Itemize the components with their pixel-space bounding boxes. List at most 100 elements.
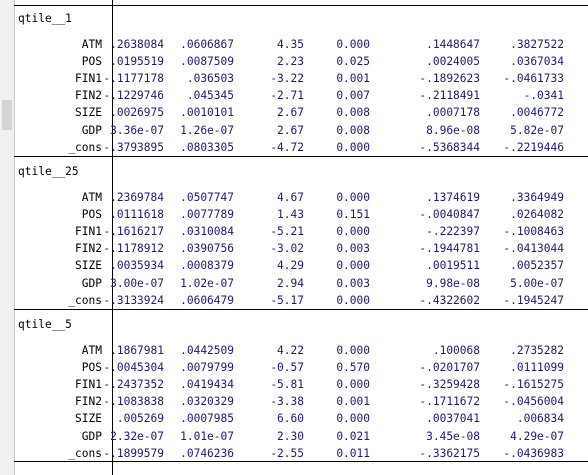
cell-se: .0010101 bbox=[180, 106, 234, 120]
section-separator-line bbox=[14, 309, 588, 310]
cell-se: .0442509 bbox=[180, 344, 234, 357]
table-row: FIN1 -.1616217 .0310084 -5.21 0.000 -.222397 -… bbox=[14, 225, 588, 242]
row-label: FIN2 bbox=[75, 242, 102, 256]
row-label: GDP bbox=[81, 429, 102, 443]
row-label: FIN1 bbox=[75, 72, 102, 86]
cell-coef: -.1899579 bbox=[103, 446, 164, 460]
cell-ci_low: -.3362175 bbox=[419, 446, 480, 460]
cell-coef: -.2437352 bbox=[103, 378, 164, 392]
cell-coef: -.1083838 bbox=[103, 395, 164, 409]
table-row: FIN2 -.1178912 .0390756 -3.02 0.003 -.1944781… bbox=[14, 242, 588, 259]
cell-ci_low: -.0040847 bbox=[419, 208, 480, 222]
cell-t: -0.57 bbox=[270, 361, 304, 375]
cell-t: 2.67 bbox=[277, 106, 304, 120]
row-label: SIZE bbox=[75, 106, 102, 120]
cell-p: 0.000 bbox=[336, 259, 370, 273]
cell-ci_low: 3.45e-08 bbox=[426, 429, 480, 443]
section-separator-line bbox=[14, 156, 588, 157]
cell-se: .0390756 bbox=[180, 242, 234, 256]
table-row: SIZE .0026975 .0010101 2.67 0.008 .0007178 .00… bbox=[14, 106, 588, 123]
cell-ci_high: 5.00e-07 bbox=[510, 276, 564, 290]
cell-coef: 3.36e-07 bbox=[110, 123, 164, 137]
cell-coef: .1867981 bbox=[110, 344, 164, 357]
cell-p: 0.008 bbox=[336, 106, 370, 120]
cell-p: 0.000 bbox=[336, 293, 370, 307]
cell-ci_low: 9.98e-08 bbox=[426, 276, 480, 290]
row-label: ATM bbox=[81, 38, 102, 51]
cell-ci_high: -.1615275 bbox=[503, 378, 564, 392]
cell-ci_low: 8.96e-08 bbox=[426, 123, 480, 137]
cell-ci_high: -.1008463 bbox=[503, 225, 564, 239]
cell-ci_high: -.0456004 bbox=[503, 395, 564, 409]
cell-coef: .2638084 bbox=[110, 38, 164, 51]
left-scroll-strip[interactable] bbox=[0, 0, 15, 475]
section-separator-line bbox=[14, 5, 588, 6]
cell-coef: -.1177178 bbox=[103, 72, 164, 86]
cell-t: -5.81 bbox=[270, 378, 304, 392]
row-label: FIN2 bbox=[75, 395, 102, 409]
cell-ci_low: .0024005 bbox=[426, 55, 480, 69]
cell-p: 0.001 bbox=[336, 395, 370, 409]
cell-t: 2.67 bbox=[277, 123, 304, 137]
cell-t: 6.60 bbox=[277, 412, 304, 426]
row-label: POS bbox=[81, 208, 102, 222]
cell-ci_high: -.1945247 bbox=[503, 293, 564, 307]
section-title: qtile__25 bbox=[18, 165, 79, 178]
cell-ci_low: .0037041 bbox=[426, 412, 480, 426]
cell-ci_low: -.1944781 bbox=[419, 242, 480, 256]
cell-t: -5.17 bbox=[270, 293, 304, 307]
cell-se: .0606867 bbox=[180, 38, 234, 51]
cell-t: 4.67 bbox=[277, 191, 304, 204]
cell-ci_high: .3364949 bbox=[510, 191, 564, 204]
cell-ci_low: .1448647 bbox=[426, 38, 480, 51]
cell-ci_low: -.3259428 bbox=[419, 378, 480, 392]
cell-ci_low: -.0201707 bbox=[419, 361, 480, 375]
row-label: POS bbox=[81, 55, 102, 69]
cell-se: 1.26e-07 bbox=[180, 123, 234, 137]
cell-coef: .005269 bbox=[116, 412, 164, 426]
row-label: _cons bbox=[68, 140, 102, 154]
row-label: _cons bbox=[68, 293, 102, 307]
cell-p: 0.000 bbox=[336, 225, 370, 239]
cell-p: 0.000 bbox=[336, 412, 370, 426]
cell-coef: 2.32e-07 bbox=[110, 429, 164, 443]
table-row: FIN1 -.2437352 .0419434 -5.81 0.000 -.3259428… bbox=[14, 378, 588, 395]
cell-coef: .0026975 bbox=[110, 106, 164, 120]
cell-p: 0.008 bbox=[336, 123, 370, 137]
row-label: SIZE bbox=[75, 259, 102, 273]
table-row: FIN2 -.1083838 .0320329 -3.38 0.001 -.1711672… bbox=[14, 395, 588, 412]
cell-coef: -.1178912 bbox=[103, 242, 164, 256]
table-row: POS .0111618 .0077789 1.43 0.151 -.0040847 .02… bbox=[14, 208, 588, 225]
cell-se: .0008379 bbox=[180, 259, 234, 273]
cell-ci_high: .006834 bbox=[516, 412, 564, 426]
row-label: _cons bbox=[68, 446, 102, 460]
table-row: ATM .2369784 .0507747 4.67 0.000 .1374619 .336… bbox=[14, 191, 588, 208]
cell-p: 0.001 bbox=[336, 72, 370, 86]
cell-ci_high: 4.29e-07 bbox=[510, 429, 564, 443]
cell-se: .0803305 bbox=[180, 140, 234, 154]
table-row: GDP 3.36e-07 1.26e-07 2.67 0.008 8.96e-08 5.82… bbox=[14, 124, 588, 141]
cell-t: 2.23 bbox=[277, 55, 304, 69]
cell-coef: -.1616217 bbox=[103, 225, 164, 239]
cell-se: .0007985 bbox=[180, 412, 234, 426]
cell-se: .0606479 bbox=[180, 293, 234, 307]
cell-ci_low: .1374619 bbox=[426, 191, 480, 204]
row-label: ATM bbox=[81, 344, 102, 357]
row-label: SIZE bbox=[75, 412, 102, 426]
cell-t: 4.35 bbox=[277, 38, 304, 51]
cell-ci_high: .3827522 bbox=[510, 38, 564, 51]
scroll-thumb[interactable] bbox=[2, 100, 12, 130]
cell-ci_high: .0046772 bbox=[510, 106, 564, 120]
cell-coef: .2369784 bbox=[110, 191, 164, 204]
cell-p: 0.000 bbox=[336, 191, 370, 204]
cell-se: .045345 bbox=[186, 89, 234, 103]
cell-ci_low: .100068 bbox=[432, 344, 480, 357]
cell-t: 2.94 bbox=[277, 276, 304, 290]
cell-t: -3.38 bbox=[270, 395, 304, 409]
table-row: POS .0195519 .0087509 2.23 0.025 .0024005 .036… bbox=[14, 55, 588, 72]
row-label: GDP bbox=[81, 123, 102, 137]
cell-t: -2.71 bbox=[270, 89, 304, 103]
cell-ci_low: .0019511 bbox=[426, 259, 480, 273]
table-row: ATM .2638084 .0606867 4.35 0.000 .1448647 .382… bbox=[14, 38, 588, 55]
cell-coef: -.3793895 bbox=[103, 140, 164, 154]
